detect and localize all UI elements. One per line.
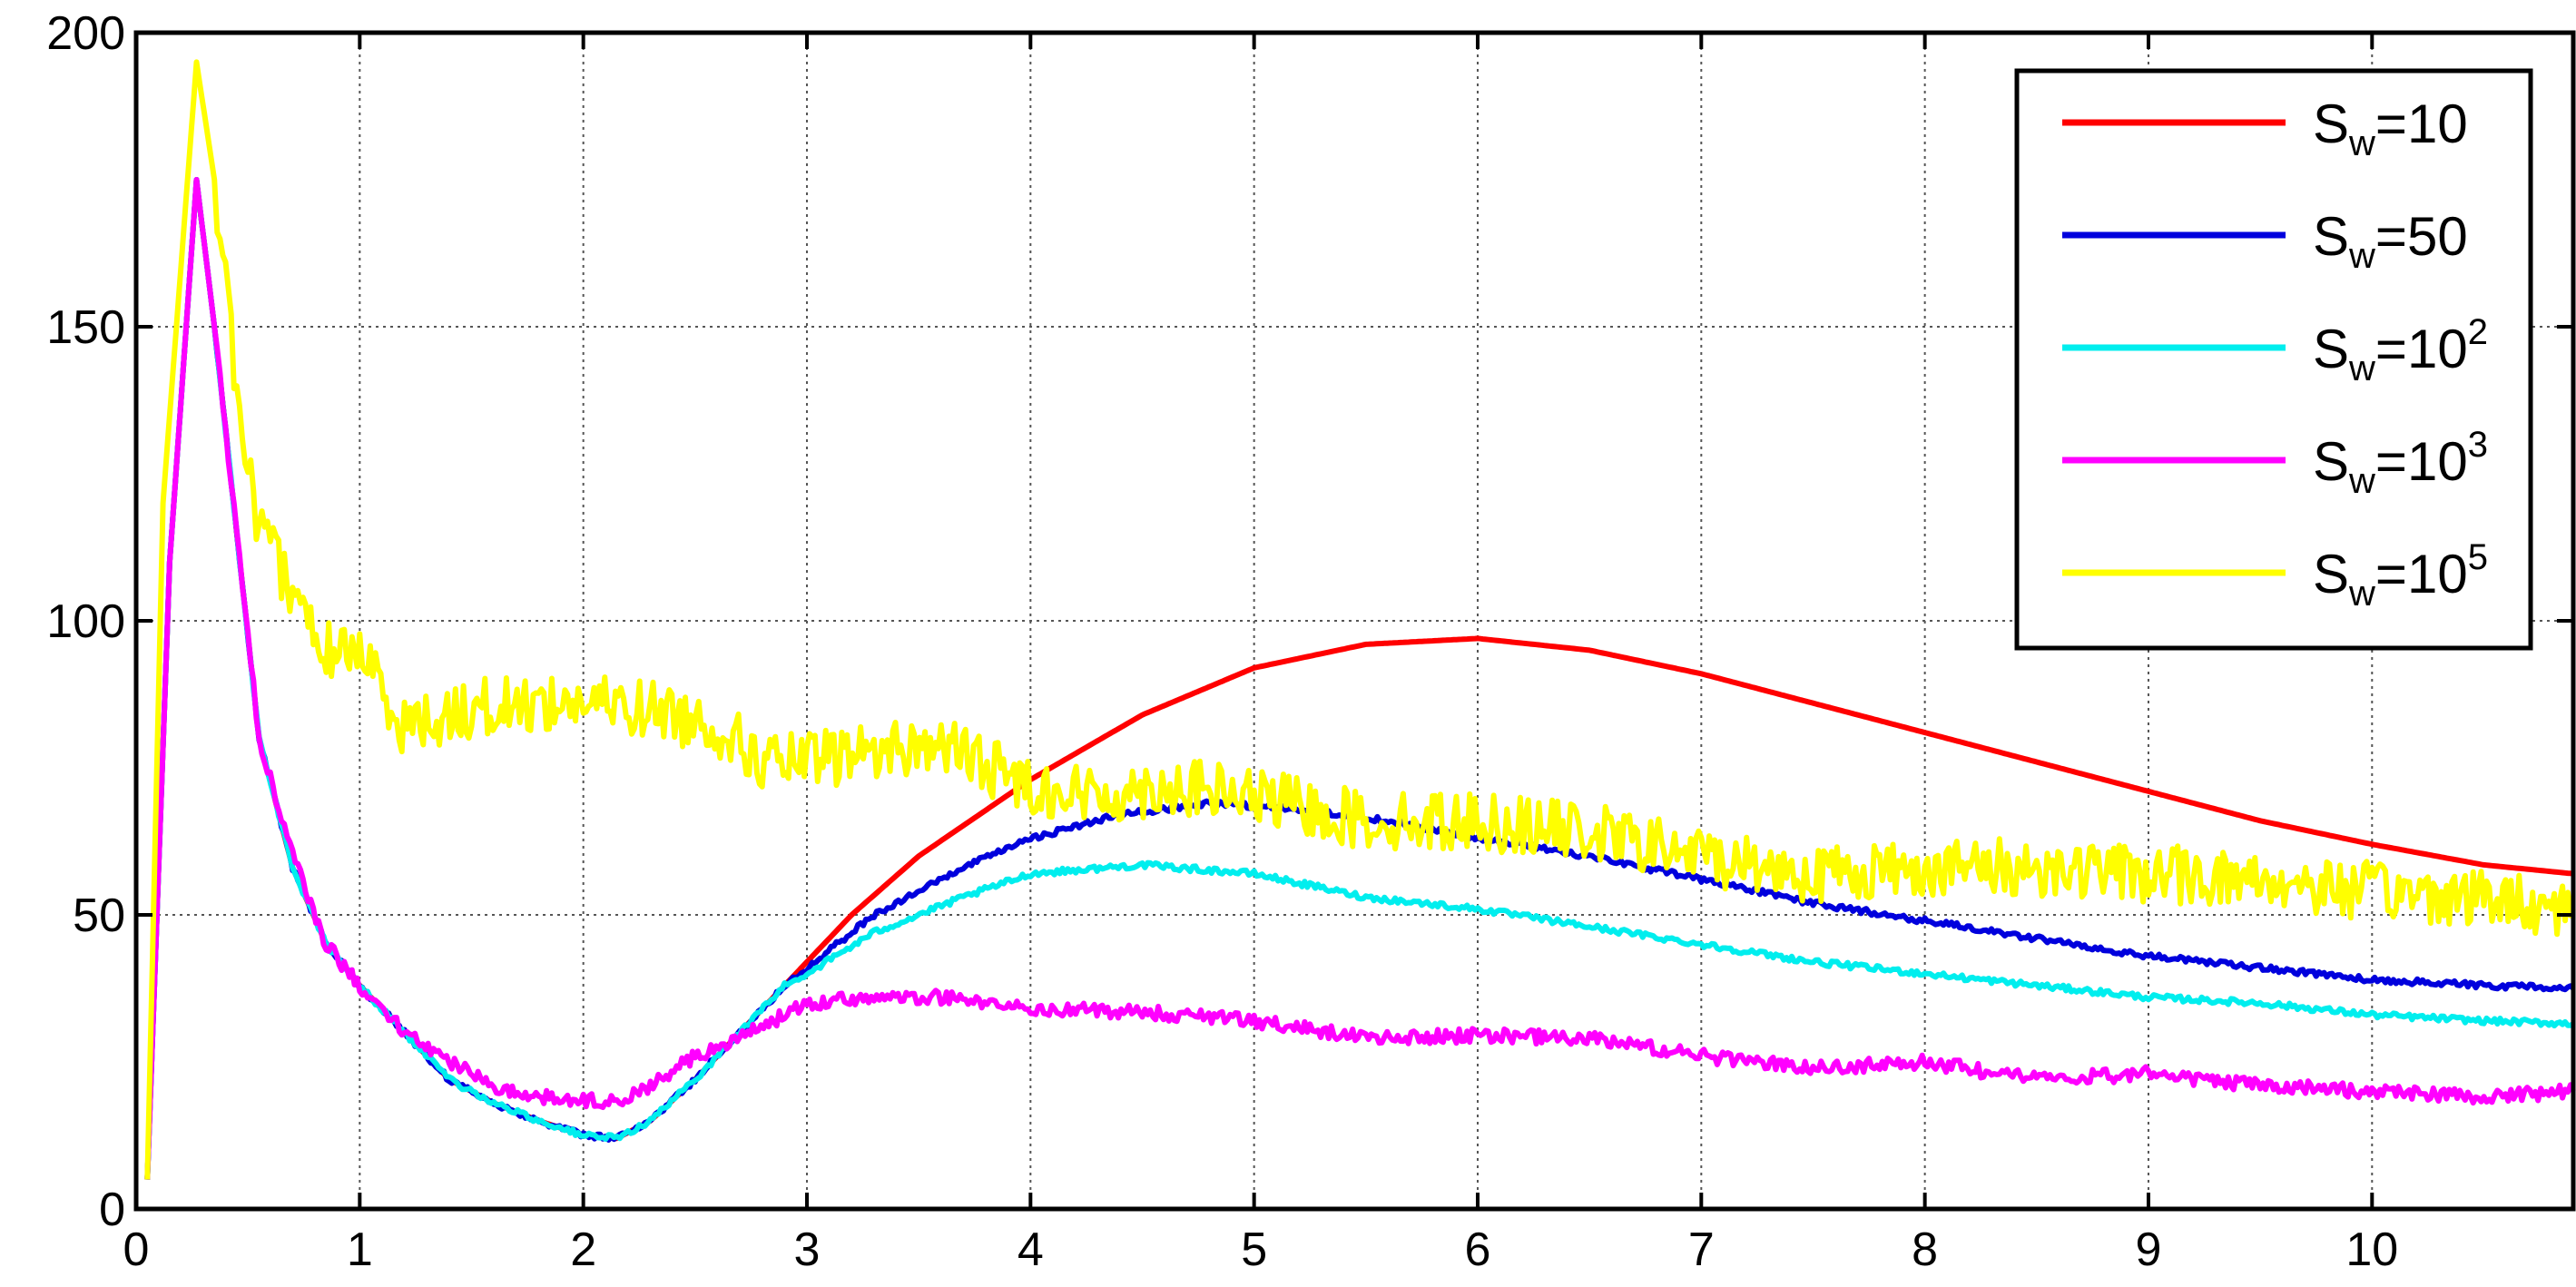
x-tick-label-3: 3 <box>794 1223 821 1276</box>
series-lines <box>144 59 2576 1180</box>
y-tick-label-4: 200 <box>46 7 125 60</box>
legend-box <box>2014 68 2533 651</box>
legend-label-0: Sw=10 <box>2313 93 2468 163</box>
x-tick-label-4: 4 <box>1018 1223 1044 1276</box>
x-tick-label-7: 7 <box>1688 1223 1715 1276</box>
legend-label-3: Sw=103 <box>2313 425 2488 501</box>
series-line-4 <box>144 59 2576 1180</box>
legend: Sw=10 Sw=50 Sw=102 Sw=103 Sw=105 <box>2014 68 2533 651</box>
x-tick-label-0: 0 <box>123 1223 150 1276</box>
legend-label-2: Sw=102 <box>2313 312 2488 388</box>
x-tick-label-9: 9 <box>2136 1223 2162 1276</box>
x-tick-label-2: 2 <box>570 1223 596 1276</box>
legend-label-1: Sw=50 <box>2313 206 2468 276</box>
legend-label-4: Sw=105 <box>2313 537 2488 614</box>
y-tick-label-1: 50 <box>73 889 125 942</box>
y-tick-label-3: 150 <box>46 301 125 354</box>
x-tick-label-8: 8 <box>1912 1223 1938 1276</box>
series-line-2 <box>144 177 2575 1180</box>
y-tick-label-0: 0 <box>99 1184 125 1236</box>
series-line-3 <box>144 177 2576 1180</box>
x-tick-label-6: 6 <box>1465 1223 1491 1276</box>
x-tick-label-10: 10 <box>2345 1223 2398 1276</box>
x-tick-label-5: 5 <box>1241 1223 1267 1276</box>
y-tick-label-2: 100 <box>46 595 125 648</box>
x-tick-label-1: 1 <box>347 1223 373 1276</box>
